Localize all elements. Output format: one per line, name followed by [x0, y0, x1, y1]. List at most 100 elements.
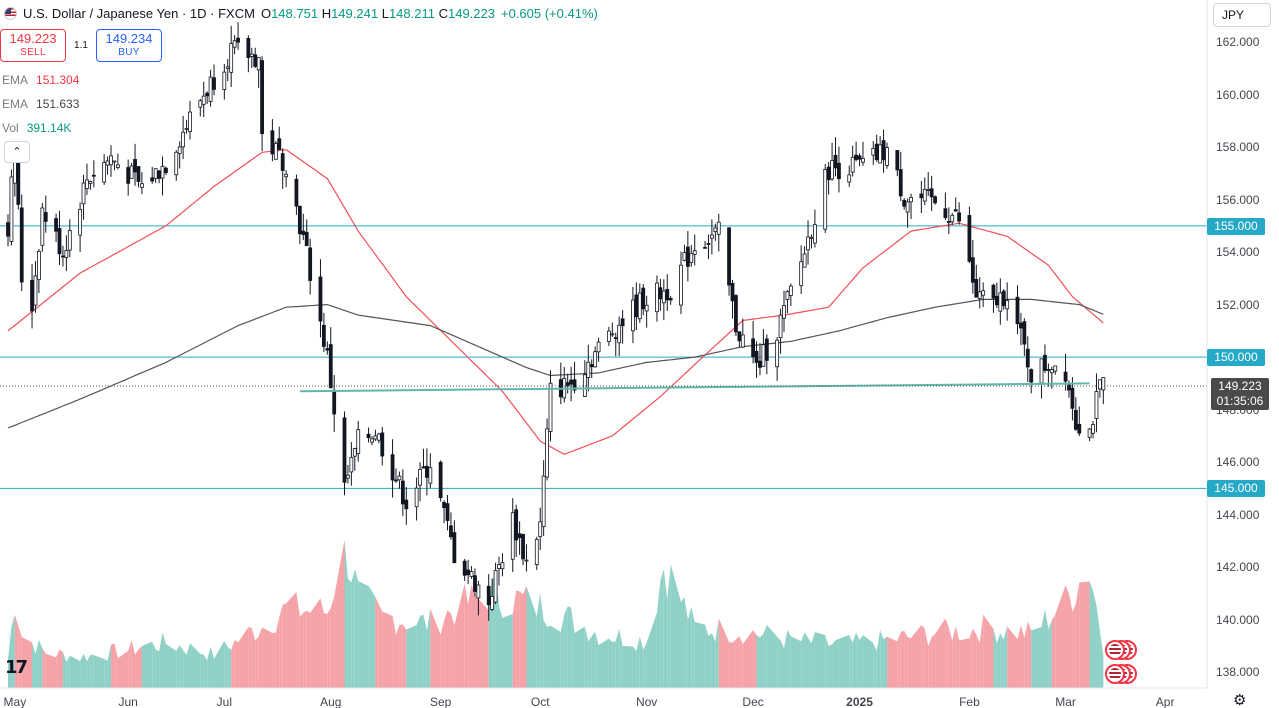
- candle[interactable]: [517, 521, 522, 555]
- candle[interactable]: [806, 220, 810, 265]
- candle[interactable]: [188, 100, 192, 140]
- candle[interactable]: [946, 207, 951, 235]
- candle[interactable]: [782, 290, 786, 332]
- candle[interactable]: [850, 145, 855, 177]
- candle[interactable]: [400, 469, 405, 516]
- symbol-legend[interactable]: U.S. Dollar / Japanese Yen · 1D · FXCM O…: [4, 6, 598, 21]
- candle[interactable]: [991, 283, 996, 313]
- candle[interactable]: [874, 134, 879, 163]
- candle[interactable]: [1046, 363, 1051, 387]
- candle[interactable]: [534, 536, 539, 571]
- candle[interactable]: [658, 278, 663, 311]
- candle[interactable]: [926, 172, 931, 196]
- candle[interactable]: [373, 429, 378, 441]
- candle[interactable]: [198, 98, 203, 117]
- candle[interactable]: [761, 329, 766, 367]
- candle[interactable]: [109, 145, 113, 177]
- indicator-ema-fast[interactable]: EMA 151.304: [2, 73, 80, 87]
- candle[interactable]: [823, 164, 828, 234]
- candle[interactable]: [486, 574, 491, 621]
- candle[interactable]: [126, 159, 131, 196]
- candle[interactable]: [751, 320, 755, 364]
- candle[interactable]: [922, 177, 927, 206]
- candle[interactable]: [613, 332, 618, 357]
- indicator-ema-slow[interactable]: EMA 151.633: [2, 97, 80, 111]
- candle[interactable]: [593, 346, 598, 368]
- candle[interactable]: [85, 163, 89, 195]
- candle[interactable]: [64, 235, 69, 272]
- candle[interactable]: [133, 143, 137, 186]
- candle[interactable]: [54, 213, 58, 242]
- candle[interactable]: [91, 160, 96, 188]
- candle[interactable]: [706, 234, 711, 259]
- candle[interactable]: [1001, 289, 1006, 310]
- candle[interactable]: [902, 198, 907, 210]
- candle[interactable]: [328, 327, 333, 389]
- candle[interactable]: [802, 246, 807, 268]
- candle[interactable]: [1094, 373, 1099, 433]
- candle[interactable]: [871, 141, 876, 165]
- candle[interactable]: [727, 227, 731, 296]
- ema-fast-line[interactable]: [7, 149, 1104, 455]
- candle[interactable]: [837, 146, 841, 193]
- candle[interactable]: [933, 195, 937, 205]
- candle[interactable]: [181, 115, 186, 160]
- candle[interactable]: [586, 344, 591, 392]
- candle[interactable]: [589, 359, 594, 379]
- candle[interactable]: [105, 156, 110, 175]
- candle[interactable]: [9, 169, 14, 246]
- candle[interactable]: [352, 447, 357, 471]
- candle[interactable]: [981, 282, 986, 307]
- candle[interactable]: [641, 284, 646, 316]
- candle[interactable]: [442, 500, 446, 524]
- buy-button[interactable]: 149.234 BUY: [96, 29, 162, 62]
- candle[interactable]: [37, 248, 41, 293]
- candle[interactable]: [1101, 377, 1106, 405]
- candle[interactable]: [785, 290, 790, 314]
- candle[interactable]: [799, 245, 804, 295]
- candle[interactable]: [967, 206, 972, 264]
- candle[interactable]: [562, 366, 567, 403]
- candle[interactable]: [929, 175, 934, 211]
- candle[interactable]: [390, 439, 395, 498]
- candle[interactable]: [510, 498, 515, 572]
- candle[interactable]: [737, 331, 742, 348]
- candle[interactable]: [212, 64, 216, 96]
- candle[interactable]: [140, 172, 144, 195]
- collapse-indicators-button[interactable]: ⌃: [4, 141, 30, 163]
- candle[interactable]: [33, 261, 38, 313]
- candle[interactable]: [157, 169, 161, 184]
- candle[interactable]: [655, 275, 659, 322]
- candle[interactable]: [679, 251, 683, 315]
- candle[interactable]: [102, 154, 107, 185]
- candle[interactable]: [150, 166, 155, 184]
- candle[interactable]: [225, 58, 230, 82]
- candle[interactable]: [308, 238, 313, 295]
- candle[interactable]: [476, 580, 481, 616]
- candle[interactable]: [490, 578, 495, 611]
- candle[interactable]: [236, 22, 240, 50]
- candle[interactable]: [1073, 397, 1078, 431]
- candle[interactable]: [881, 129, 886, 173]
- candle[interactable]: [438, 460, 443, 502]
- candle[interactable]: [895, 150, 900, 177]
- candle[interactable]: [376, 432, 381, 444]
- candle[interactable]: [346, 464, 350, 484]
- candle[interactable]: [112, 160, 117, 171]
- candle[interactable]: [548, 370, 553, 442]
- candle[interactable]: [452, 520, 457, 564]
- candle[interactable]: [582, 360, 587, 397]
- candle[interactable]: [1087, 427, 1092, 442]
- candle[interactable]: [545, 418, 549, 481]
- candle[interactable]: [205, 91, 210, 105]
- ema-slow-line[interactable]: [7, 298, 1104, 429]
- candle[interactable]: [558, 362, 563, 405]
- candle[interactable]: [30, 264, 34, 329]
- candle[interactable]: [830, 142, 834, 181]
- candle[interactable]: [898, 151, 903, 202]
- candle[interactable]: [136, 166, 141, 188]
- candle[interactable]: [692, 234, 697, 266]
- candle[interactable]: [826, 162, 831, 195]
- indicator-volume[interactable]: Vol 391.14K: [2, 121, 72, 135]
- candle[interactable]: [500, 553, 505, 577]
